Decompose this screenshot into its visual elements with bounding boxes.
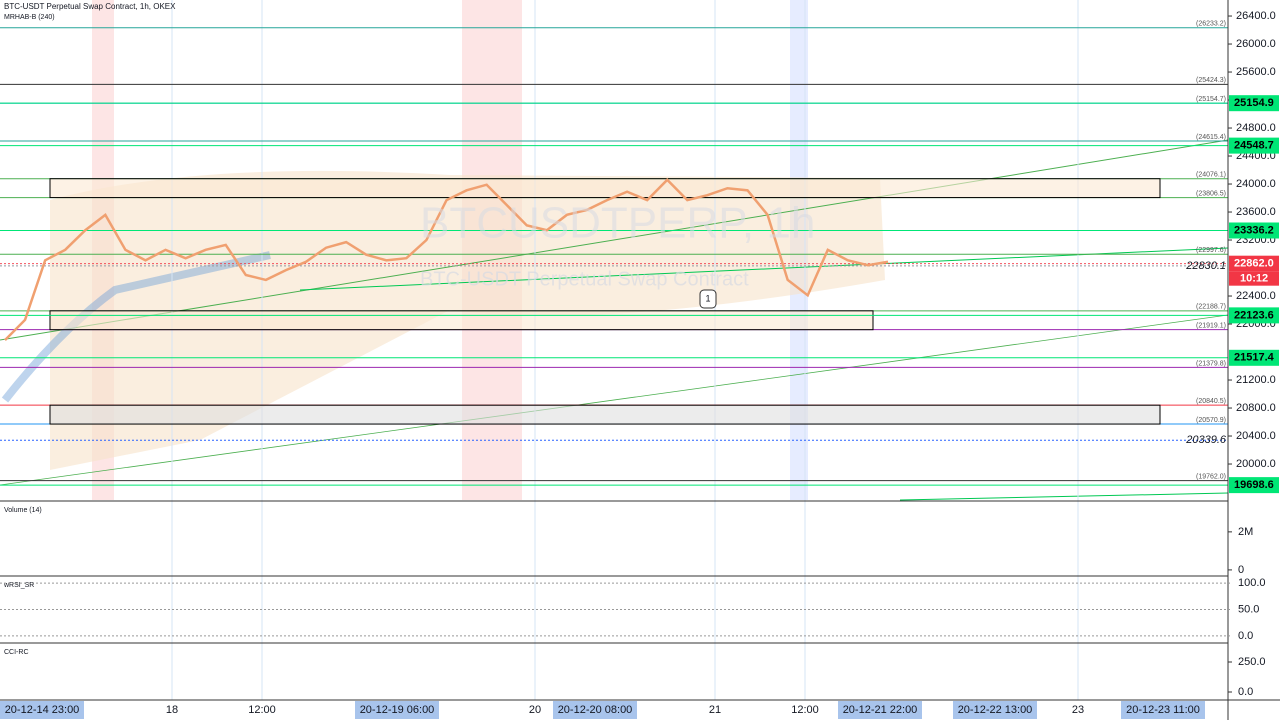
x-tick-highlight — [355, 701, 439, 719]
zone — [49, 404, 1161, 425]
y-tick-label: 20800.0 — [1236, 402, 1276, 414]
pane-tick-label: 0.0 — [1238, 686, 1253, 698]
pane-tick-label: 250.0 — [1238, 656, 1266, 668]
x-tick-label: 20 — [529, 704, 541, 716]
level-label: (26233.2) — [1196, 21, 1226, 28]
pane-tick-label: 0.0 — [1238, 630, 1253, 642]
price-line — [4, 178, 889, 342]
pane-label: wRSI_SR — [3, 582, 34, 589]
x-tick-label: 20-12-14 23:00 — [5, 704, 80, 716]
indicator-label: MRHAB-B (240) — [4, 14, 55, 21]
level-value: 20339.6 — [1185, 434, 1227, 446]
x-tick-highlight — [0, 701, 84, 719]
pane-tick-label: 100.0 — [1238, 577, 1266, 589]
x-tick-label: 20-12-22 13:00 — [958, 704, 1033, 716]
badge-label: 23336.2 — [1234, 224, 1274, 236]
level-label: (25154.7) — [1196, 96, 1226, 103]
badge-label: 22862.0 — [1234, 258, 1274, 270]
y-tick-label: 20400.0 — [1236, 430, 1276, 442]
x-tick-label: 21 — [709, 704, 721, 716]
pane-tick-label: 2M — [1238, 526, 1253, 538]
y-tick-label: 20000.0 — [1236, 458, 1276, 470]
chart-title: BTC-USDT Perpetual Swap Contract, 1h, OK… — [4, 2, 176, 11]
trend-line — [0, 314, 1229, 486]
badge — [1229, 255, 1279, 272]
level-label: (23806.5) — [1196, 190, 1226, 197]
cloud — [50, 170, 885, 470]
x-tick-highlight — [953, 701, 1037, 719]
badge-label: 24548.7 — [1234, 140, 1274, 152]
trend-line — [899, 492, 1229, 501]
badge — [1229, 95, 1279, 112]
pane-tick-label: 0 — [1238, 564, 1244, 576]
y-tick-label: 26400.0 — [1236, 10, 1276, 22]
badge — [1229, 307, 1279, 324]
marker-box — [699, 289, 717, 309]
level-label: (19762.0) — [1196, 474, 1226, 481]
level-label: (24076.1) — [1196, 172, 1226, 179]
x-tick-highlight — [553, 701, 637, 719]
watermark-subtitle: BTC-USDT Perpetual Swap Contract — [420, 268, 749, 290]
level-label: (25424.3) — [1196, 77, 1226, 84]
band — [1, 251, 271, 403]
x-tick-label: 20-12-19 06:00 — [360, 704, 435, 716]
level-label: (24615.4) — [1196, 134, 1226, 141]
level-label: (20570.9) — [1196, 417, 1226, 424]
badge-label: 21517.4 — [1234, 352, 1275, 364]
zone — [49, 310, 874, 331]
trend-line — [0, 139, 1229, 341]
level-value: 22830.1 — [1185, 260, 1226, 272]
x-tick-label: 18 — [166, 704, 178, 716]
y-tick-label: 22400.0 — [1236, 290, 1276, 302]
pane-tick-label: 50.0 — [1238, 603, 1259, 615]
x-tick-label: 12:00 — [248, 704, 276, 716]
marker: 1 — [705, 293, 710, 303]
badge — [1229, 222, 1279, 239]
level-label: (22997.6) — [1196, 247, 1226, 254]
level-label: (20840.5) — [1196, 398, 1226, 405]
x-tick-label: 20-12-21 22:00 — [843, 704, 918, 716]
y-tick-label: 26000.0 — [1236, 38, 1276, 50]
watermark: BTCUSDTPERP, 1h — [420, 199, 815, 248]
countdown: 10:12 — [1240, 273, 1268, 285]
y-tick-label: 21200.0 — [1236, 374, 1276, 386]
badge — [1229, 477, 1279, 494]
level-label: (21919.1) — [1196, 323, 1226, 330]
x-tick-highlight — [838, 701, 922, 719]
y-tick-label: 24000.0 — [1236, 178, 1276, 190]
badge-label: 19698.6 — [1234, 479, 1274, 491]
y-tick-label: 24800.0 — [1236, 122, 1276, 134]
y-tick-label: 23600.0 — [1236, 206, 1276, 218]
x-tick-label: 23 — [1072, 704, 1084, 716]
y-tick-label: 25600.0 — [1236, 66, 1276, 78]
level-label: (21379.8) — [1196, 360, 1226, 367]
x-tick-label: 20-12-23 11:00 — [1126, 704, 1200, 716]
pane-label: Volume (14) — [4, 507, 42, 514]
x-tick-label: 12:00 — [791, 704, 819, 716]
x-tick-label: 20-12-20 08:00 — [558, 704, 633, 716]
zone — [49, 178, 1161, 199]
pane-label: CCI-RC — [4, 649, 29, 656]
badge — [1229, 349, 1279, 366]
trend-line — [299, 247, 1229, 291]
badge-label: 22123.6 — [1234, 309, 1274, 321]
badge-label: 25154.9 — [1234, 97, 1274, 109]
level-label: (22188.7) — [1196, 304, 1226, 311]
badge — [1229, 137, 1279, 154]
countdown-box — [1229, 271, 1279, 286]
x-tick-highlight — [1121, 701, 1205, 719]
